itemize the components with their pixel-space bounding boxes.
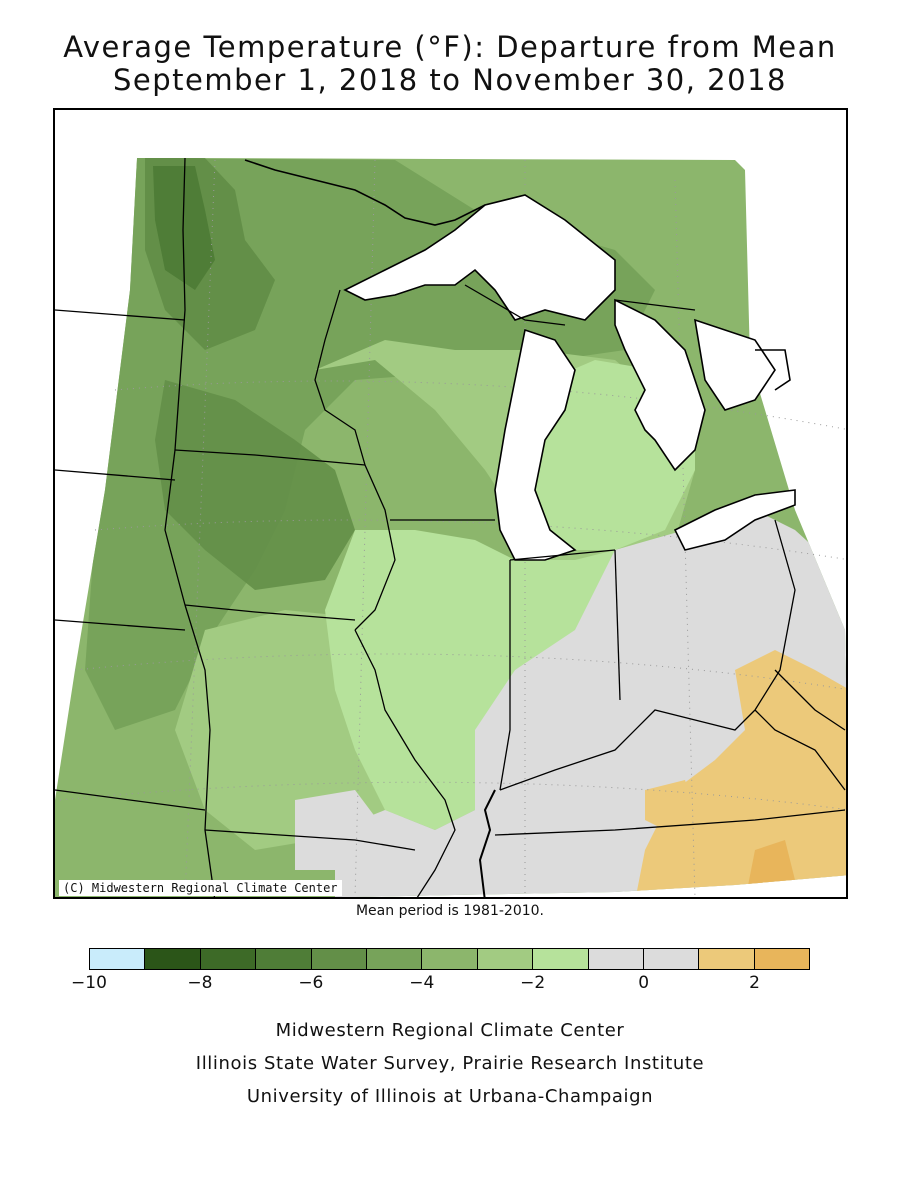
legend-tick-label: 0 bbox=[638, 973, 650, 993]
great-lakes bbox=[343, 194, 796, 561]
legend-swatch-7 bbox=[477, 949, 534, 969]
legend-swatch-4 bbox=[311, 949, 367, 969]
legend-tick-label: −6 bbox=[298, 973, 324, 993]
legend-tick-label: 2 bbox=[749, 973, 760, 993]
legend-swatch-10 bbox=[643, 949, 700, 969]
color-legend bbox=[89, 948, 810, 970]
map-date-range: September 1, 2018 to November 30, 2018 bbox=[113, 63, 787, 97]
legend-tick-label: −4 bbox=[409, 973, 435, 993]
legend-swatch-11 bbox=[699, 949, 755, 969]
legend-swatch-8 bbox=[533, 949, 589, 969]
legend-tick-label: −2 bbox=[520, 973, 546, 993]
credit-uiuc: University of Illinois at Urbana-Champai… bbox=[246, 1086, 654, 1107]
map-title: Average Temperature (°F): Departure from… bbox=[63, 30, 837, 64]
graticule bbox=[59, 159, 846, 897]
legend-swatch-12 bbox=[754, 949, 810, 969]
legend-swatch-2 bbox=[200, 949, 257, 969]
credit-isws: Illinois State Water Survey, Prairie Res… bbox=[195, 1053, 705, 1074]
map-panel: (C) Midwestern Regional Climate Center bbox=[53, 108, 848, 899]
legend-swatch-9 bbox=[588, 949, 644, 969]
legend-tick-label: −8 bbox=[187, 973, 213, 993]
legend-swatch-0 bbox=[90, 949, 146, 969]
copyright-label: (C) Midwestern Regional Climate Center bbox=[59, 880, 342, 896]
legend-swatch-1 bbox=[145, 949, 201, 969]
mean-period-note: Mean period is 1981-2010. bbox=[355, 903, 545, 919]
legend-tick-label: −10 bbox=[71, 973, 107, 993]
legend-swatch-3 bbox=[256, 949, 312, 969]
state-boundaries bbox=[55, 157, 846, 897]
legend-swatch-6 bbox=[422, 949, 478, 969]
midwest-map bbox=[55, 110, 846, 897]
credit-mrcc: Midwestern Regional Climate Center bbox=[275, 1020, 625, 1041]
legend-swatch-5 bbox=[366, 949, 423, 969]
